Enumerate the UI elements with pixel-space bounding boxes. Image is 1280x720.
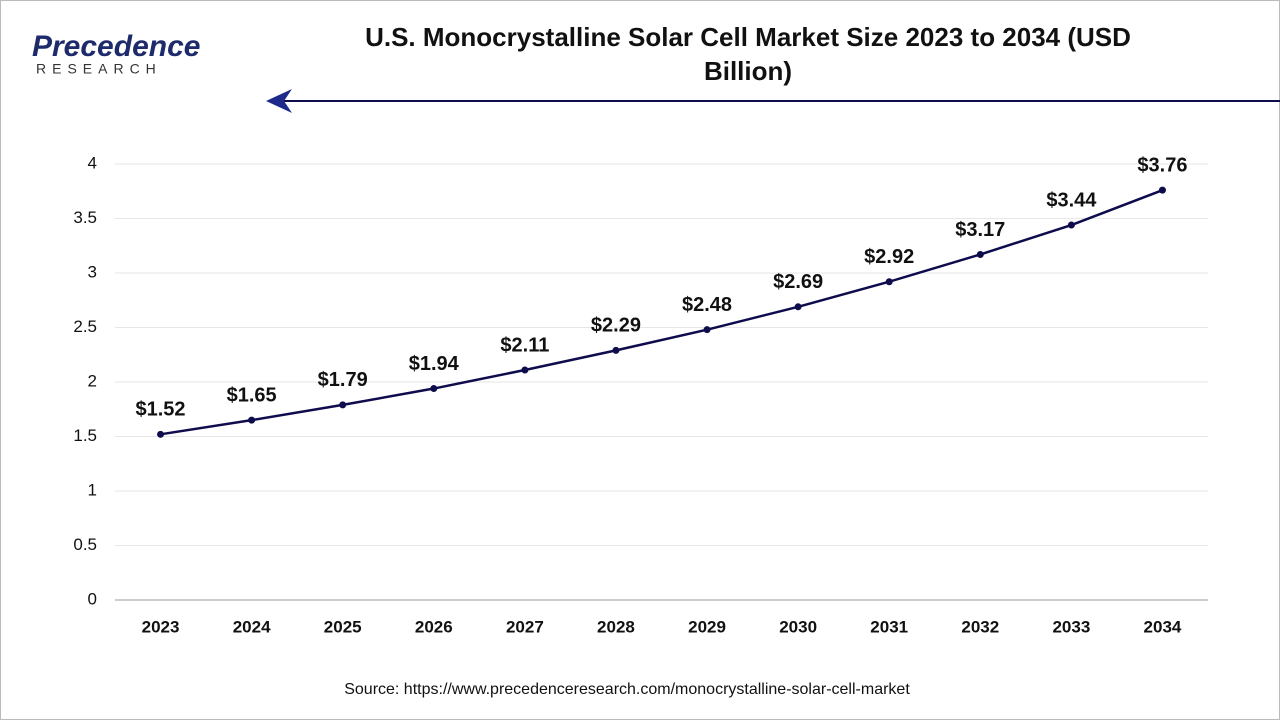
data-point	[976, 250, 984, 258]
data-point	[521, 366, 529, 374]
data-point	[248, 416, 256, 424]
data-label: $2.11	[500, 334, 549, 356]
data-point	[430, 385, 438, 393]
data-point	[885, 278, 893, 286]
x-tick-label: 2033	[1052, 617, 1090, 636]
data-label: $1.94	[409, 353, 460, 375]
data-point	[794, 303, 802, 311]
logo-tagline: RESEARCH	[36, 61, 162, 77]
series-line	[160, 188, 1163, 436]
y-tick-label: 3	[88, 262, 97, 281]
chart-title: U.S. Monocrystalline Solar Cell Market S…	[365, 22, 1131, 86]
x-tick-label: 2030	[779, 617, 817, 636]
data-label: $2.29	[591, 315, 641, 337]
y-tick-label: 1	[88, 480, 97, 499]
data-label: $3.44	[1046, 189, 1097, 211]
x-tick-label: 2032	[961, 617, 999, 636]
arrow-head	[266, 89, 292, 113]
data-label: $2.48	[682, 294, 732, 316]
x-tick-label: 2023	[142, 617, 180, 636]
y-tick-label: 4	[88, 153, 97, 172]
y-tick-label: 2.5	[73, 317, 97, 336]
x-tick-label: 2025	[324, 617, 362, 636]
y-tick-label: 3.5	[73, 208, 97, 227]
data-label: $1.52	[136, 399, 186, 421]
data-label: $3.17	[955, 219, 1005, 241]
x-tick-label: 2026	[415, 617, 453, 636]
x-tick-label: 2024	[233, 617, 271, 636]
logo-name: Precedence	[32, 30, 200, 63]
data-point	[339, 401, 347, 409]
data-point	[1067, 221, 1075, 229]
y-tick-label: 0	[88, 589, 97, 608]
x-tick-label: 2034	[1144, 617, 1182, 636]
x-tick-label: 2029	[688, 617, 726, 636]
x-tick-label: 2027	[506, 617, 544, 636]
data-label: $1.65	[227, 384, 277, 406]
y-tick-label: 2	[88, 371, 97, 390]
source: Source: https://www.precedenceresearch.c…	[344, 681, 910, 698]
data-point	[1158, 186, 1166, 194]
data-point	[157, 430, 165, 438]
data-label: $2.69	[773, 271, 823, 293]
x-tick-label: 2031	[870, 617, 908, 636]
y-tick-label: 0.5	[73, 535, 97, 554]
y-tick-label: 1.5	[73, 426, 97, 445]
x-tick-label: 2028	[597, 617, 635, 636]
data-label: $2.92	[864, 246, 914, 268]
data-point	[703, 326, 711, 334]
data-label: $1.79	[318, 369, 368, 391]
data-label: $3.76	[1137, 154, 1187, 176]
data-point	[612, 346, 620, 354]
